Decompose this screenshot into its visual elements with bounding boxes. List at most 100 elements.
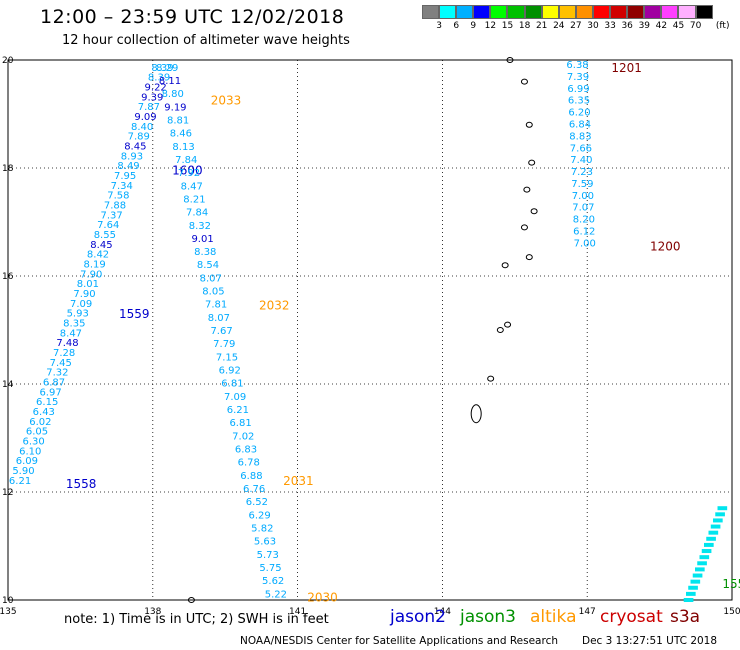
legend-swatch: [541, 5, 559, 19]
wave-height-value: 7.90: [73, 289, 95, 300]
wave-height-value: 8.47: [181, 181, 203, 192]
wave-height-value: 7.09: [70, 299, 92, 310]
wave-height-value: 7.89: [128, 132, 150, 143]
wave-height-value: 7.64: [97, 220, 119, 231]
wave-height-value: 7.84: [186, 208, 208, 219]
wave-height-value: 7.66: [570, 143, 592, 154]
wave-height-value: 6.88: [240, 471, 262, 482]
wave-height-value: 8.42: [87, 250, 109, 261]
wave-height-value: 8.45: [90, 240, 112, 251]
legend-swatch: [678, 5, 696, 19]
legend-label: 15: [501, 21, 514, 31]
wave-height-value: 6.15: [36, 397, 58, 408]
wave-height-value: 7.59: [571, 179, 593, 190]
lon-tick-label: 135: [0, 607, 17, 617]
legend-swatch: [695, 5, 713, 19]
island-outline: [501, 262, 509, 269]
wave-height-value: 8.32: [189, 221, 211, 232]
wave-height-value: 7.92: [178, 168, 200, 179]
wave-height-value: 6.92: [219, 366, 241, 377]
lat-tick-label: 20: [2, 56, 14, 66]
wave-height-value: 8.47: [60, 328, 82, 339]
wave-height-value: 6.83: [235, 445, 257, 456]
map-frame: [7, 59, 733, 601]
wave-height-value: 6.78: [238, 458, 260, 469]
track-time-label: 2030: [307, 590, 338, 604]
wave-height-value: 7.37: [100, 210, 122, 221]
wave-height-value: 8.19: [84, 260, 106, 271]
wave-height-value: 8.39: [148, 73, 170, 84]
lon-tick-label: 147: [579, 607, 596, 617]
wave-height-value: 6.29: [248, 510, 270, 521]
legend-label: 18: [518, 21, 531, 31]
legend-swatch: [558, 5, 576, 19]
track-time-label: 2033: [211, 94, 242, 108]
island-outline: [523, 186, 531, 193]
wave-height-value: 7.95: [114, 171, 136, 182]
wave-height-value: 8.07: [208, 313, 230, 324]
satellite-label-jason2: jason2: [390, 607, 446, 627]
legend-label: 42: [655, 21, 668, 31]
island-outline: [487, 375, 495, 382]
wave-height-value: 8.46: [170, 129, 192, 140]
wave-height-value: 8.83: [569, 131, 591, 142]
wave-height-value: 8.81: [167, 115, 189, 126]
legend-swatch: [507, 5, 525, 19]
track-time-label: 1201: [611, 61, 642, 75]
map-title: 12:00 – 23:59 UTC 12/02/2018: [40, 6, 345, 28]
wave-height-value: 7.45: [50, 358, 72, 369]
legend-label: 39: [638, 21, 651, 31]
wave-height-value: 6.30: [22, 437, 44, 448]
legend-swatch: [661, 5, 679, 19]
legend-label: 36: [621, 21, 633, 31]
wave-height-value: 5.75: [259, 563, 281, 574]
wave-height-value: 8.29: [156, 63, 178, 74]
wave-height-value: 8.54: [197, 260, 219, 271]
legend-unit: (ft): [715, 21, 730, 31]
wave-height-value: 7.39: [567, 72, 589, 83]
wave-height-value: 6.81: [229, 418, 251, 429]
wave-height-value: 6.38: [566, 60, 588, 71]
island-outline: [530, 208, 538, 215]
wave-height-value: 6.76: [243, 484, 265, 495]
wave-height-value: 6.21: [227, 405, 249, 416]
wave-height-value: 6.84: [569, 120, 591, 131]
wave-height-value: 9.09: [134, 112, 156, 123]
satellite-label-altika: altika: [530, 607, 577, 627]
legend-swatch: [644, 5, 662, 19]
legend-swatches: [422, 5, 713, 19]
wave-height-value: 8.20: [573, 215, 595, 226]
wave-height-value: 6.97: [39, 387, 61, 398]
legend-label: 12: [484, 21, 497, 31]
timestamp: Dec 3 13:27:51 UTC 2018: [582, 635, 718, 647]
track-time-label: 2031: [283, 474, 314, 488]
wave-height-value: 7.40: [570, 155, 592, 166]
legend-swatch: [439, 5, 457, 19]
legend-label: 45: [672, 21, 685, 31]
lon-tick-label: 144: [434, 607, 451, 617]
track-time-label: 1559: [119, 307, 150, 321]
lat-tick-label: 14: [2, 380, 14, 390]
track-time-label: 1558: [66, 477, 97, 491]
wave-height-value: 7.90: [80, 269, 102, 280]
wave-height-value: 7.00: [574, 238, 596, 249]
wave-height-value: 6.52: [246, 497, 268, 508]
legend-swatch: [490, 5, 508, 19]
island-outline: [528, 159, 536, 166]
wave-height-value: 9.39: [141, 92, 163, 103]
legend-label: 30: [587, 21, 599, 31]
wave-height-value: 6.09: [16, 456, 38, 467]
wave-height-value: 8.39: [151, 63, 173, 74]
wave-height-value: 7.15: [216, 352, 238, 363]
legend-labels: 3 6 9 12 15 18 21 24 27 30 33 36 39 42 45 70 (ft): [422, 19, 729, 33]
wave-height-value: 7.87: [138, 102, 160, 113]
wave-height-value: 6.81: [221, 379, 243, 390]
lat-tick-label: 18: [2, 164, 14, 174]
legend-label: 21: [535, 21, 548, 31]
lat-tick-label: 10: [2, 596, 14, 606]
wave-height-value: 7.84: [175, 155, 197, 166]
legend-swatch: [422, 5, 440, 19]
color-legend: 3 6 9 12 15 18 21 24 27 30 33 36 39 42 45 70 (ft): [422, 5, 729, 33]
legend-swatch: [592, 5, 611, 19]
legend-swatch: [627, 5, 645, 19]
